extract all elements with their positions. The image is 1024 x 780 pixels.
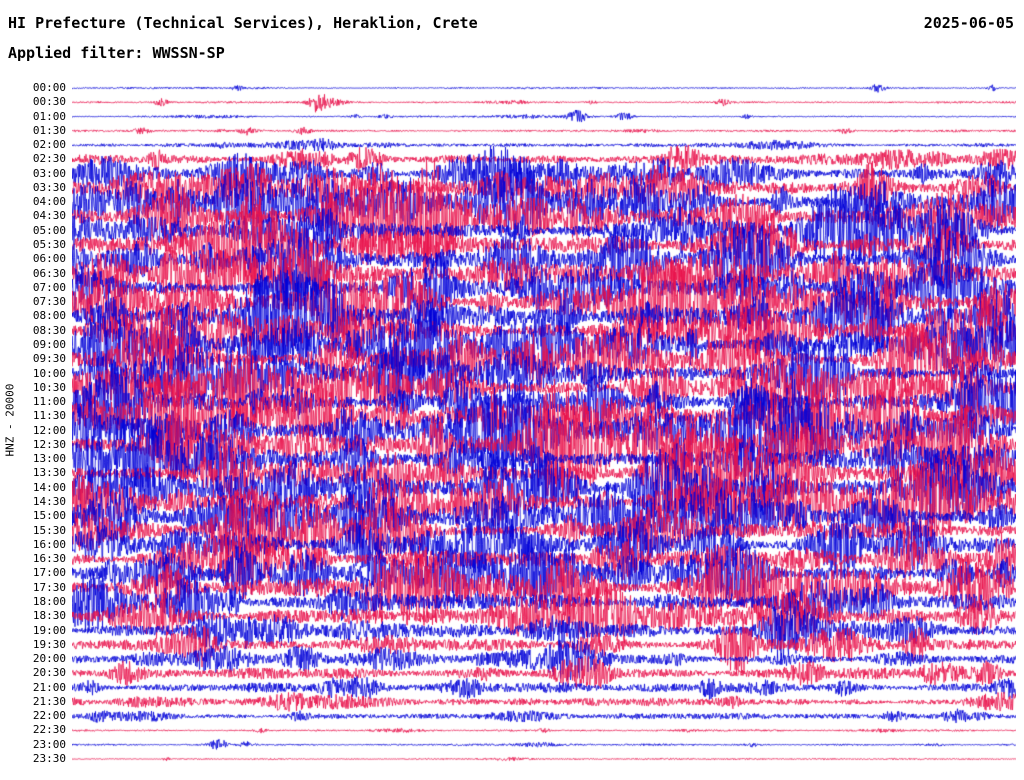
station-title: HI Prefecture (Technical Services), Hera… [8, 14, 478, 32]
date-label: 2025-06-05 [923, 14, 1014, 32]
time-label: 02:00 [32, 138, 66, 152]
time-label: 13:00 [32, 452, 66, 466]
time-label: 01:30 [32, 123, 66, 137]
time-label: 22:30 [32, 723, 66, 737]
time-label: 02:30 [32, 152, 66, 166]
time-label: 18:30 [32, 609, 66, 623]
time-label: 00:30 [32, 95, 66, 109]
time-label: 13:30 [32, 466, 66, 480]
time-label: 16:30 [32, 552, 66, 566]
filter-label: Applied filter: WWSSN-SP [8, 44, 225, 62]
time-label: 20:00 [32, 652, 66, 666]
time-label: 22:00 [32, 709, 66, 723]
time-label: 09:00 [32, 337, 66, 351]
time-label: 10:00 [32, 366, 66, 380]
time-label: 08:30 [32, 323, 66, 337]
time-label: 00:00 [32, 81, 66, 94]
time-label: 12:30 [32, 437, 66, 451]
time-label: 03:00 [32, 166, 66, 180]
time-label: 10:30 [32, 380, 66, 394]
time-label: 09:30 [32, 352, 66, 366]
time-label: 11:00 [32, 395, 66, 409]
time-label: 19:30 [32, 637, 66, 651]
time-label: 14:30 [32, 495, 66, 509]
time-label: 04:00 [32, 195, 66, 209]
seismogram-traces-canvas [72, 80, 1016, 772]
time-label: 23:30 [32, 752, 66, 766]
time-label: 01:00 [32, 109, 66, 123]
time-label: 15:30 [32, 523, 66, 537]
time-label: 05:00 [32, 223, 66, 237]
time-label: 17:00 [32, 566, 66, 580]
time-label: 16:00 [32, 537, 66, 551]
time-label: 12:00 [32, 423, 66, 437]
time-label: 11:30 [32, 409, 66, 423]
time-label: 15:00 [32, 509, 66, 523]
time-label: 21:00 [32, 680, 66, 694]
time-label: 07:30 [32, 295, 66, 309]
time-label: 06:30 [32, 266, 66, 280]
time-label: 23:00 [32, 737, 66, 751]
time-label: 05:30 [32, 238, 66, 252]
time-label: 04:30 [32, 209, 66, 223]
time-label: 19:00 [32, 623, 66, 637]
time-label: 21:30 [32, 694, 66, 708]
time-label: 17:30 [32, 580, 66, 594]
time-label: 07:00 [32, 280, 66, 294]
time-label: 06:00 [32, 252, 66, 266]
time-label: 14:00 [32, 480, 66, 494]
time-label: 18:00 [32, 594, 66, 608]
time-label: 08:00 [32, 309, 66, 323]
time-label: 20:30 [32, 666, 66, 680]
time-label: 03:30 [32, 180, 66, 194]
